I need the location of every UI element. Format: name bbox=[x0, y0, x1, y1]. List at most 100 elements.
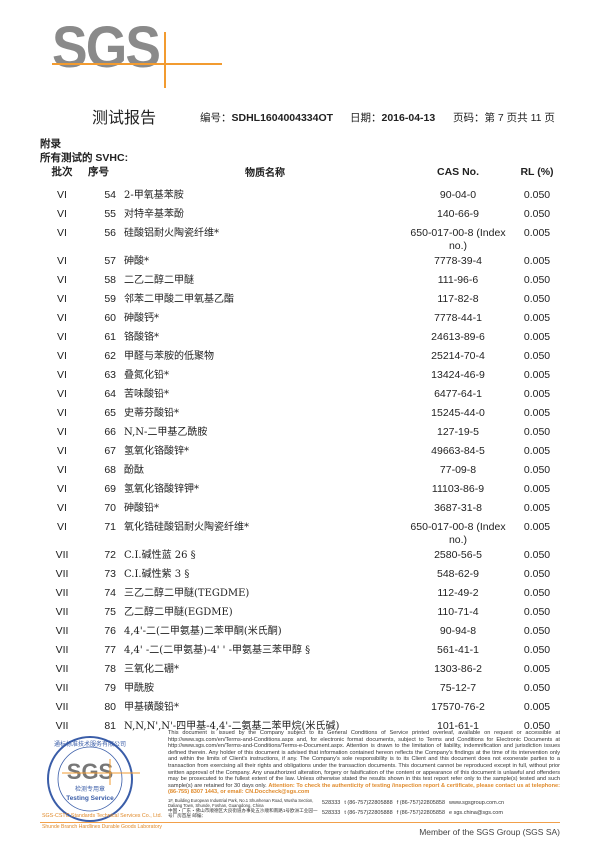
cell-rl: 0.050 bbox=[523, 682, 551, 694]
telephone: t (86-757)22805888 bbox=[344, 810, 393, 817]
cell-cas-no: 140-66-9 bbox=[436, 208, 480, 220]
cell-no: 74 bbox=[104, 587, 116, 599]
table-row: VI 64 苦味酸铅* 6477-64-1 0.005 bbox=[40, 386, 564, 405]
table-row: VI 69 氢氧化铬酸锌钾* 11103-86-9 0.005 bbox=[40, 481, 564, 500]
cell-substance-name: 二乙二醇二甲醚 bbox=[124, 275, 194, 286]
logo-accent-line bbox=[52, 63, 222, 65]
stamp-seal-en: Testing Service bbox=[66, 795, 114, 802]
table-row: VII 78 三氧化二硼* 1303-86-2 0.005 bbox=[40, 661, 564, 680]
cell-batch: VI bbox=[57, 369, 67, 381]
cell-batch: VII bbox=[55, 701, 69, 713]
cell-no: 81 bbox=[104, 720, 116, 732]
cell-rl: 0.005 bbox=[523, 312, 551, 324]
cell-rl: 0.050 bbox=[523, 208, 551, 220]
cell-batch: VI bbox=[57, 445, 67, 457]
table-row: VI 58 二乙二醇二甲醚 111-96-6 0.050 bbox=[40, 272, 564, 291]
cell-no: 56 bbox=[104, 227, 116, 239]
address-row-cn: 中国・广东・佛山市顺德区大良街道办事处五沙顺和南路1号欧洲工业园一号厂房首层 邮… bbox=[168, 808, 560, 819]
table-row: VI 61 铬酸铬* 24613-89-6 0.005 bbox=[40, 329, 564, 348]
email: e sgs.china@sgs.com bbox=[449, 810, 503, 817]
cell-no: 70 bbox=[104, 502, 116, 514]
table-row: VI 68 酚酞 77-09-8 0.050 bbox=[40, 462, 564, 481]
cell-no: 62 bbox=[104, 350, 116, 362]
table-row: VI 65 史蒂芬酸铅* 15245-44-0 0.005 bbox=[40, 405, 564, 424]
cell-cas-no: 110-71-4 bbox=[437, 606, 479, 618]
logo-accent-line bbox=[164, 32, 166, 88]
cell-substance-name: 苦味酸铅* bbox=[124, 389, 169, 400]
table-row: VI 60 砷酸钙* 7778-44-1 0.005 bbox=[40, 310, 564, 329]
table-row: VII 77 4,4' -二(二甲氨基)-4' ' -甲氨基三苯甲醇 § 561-41… bbox=[40, 642, 564, 661]
cell-rl: 0.050 bbox=[523, 350, 551, 362]
cell-rl: 0.050 bbox=[523, 720, 551, 732]
report-number-value: SDHL1604004334OT bbox=[231, 112, 334, 124]
cell-batch: VI bbox=[57, 388, 67, 400]
table-header-row: 批次 序号 物质名称 CAS No. RL (%) bbox=[40, 164, 564, 187]
footer-divider bbox=[40, 821, 560, 823]
website: www.sgsgroup.com.cn bbox=[449, 799, 505, 806]
legal-disclaimer: This document is issued by the Company s… bbox=[168, 730, 560, 796]
cell-cas-no: 25214-70-4 bbox=[431, 350, 485, 362]
cell-substance-name: 4,4'-二(二甲氨基)二苯甲酮(米氏酮) bbox=[124, 626, 282, 637]
cell-cas-no: 90-94-8 bbox=[439, 625, 477, 637]
cell-no: 77 bbox=[104, 644, 116, 656]
cell-batch: VI bbox=[57, 293, 67, 305]
cell-batch: VII bbox=[55, 568, 69, 580]
cell-substance-name: 2-甲氧基苯胺 bbox=[124, 190, 184, 201]
table-row: VII 75 乙二醇二甲醚(EGDME) 110-71-4 0.050 bbox=[40, 604, 564, 623]
postcode: 528333 bbox=[322, 799, 341, 806]
cell-no: 78 bbox=[104, 663, 116, 675]
cell-substance-name: 4,4' -二(二甲氨基)-4' ' -甲氨基三苯甲醇 § bbox=[124, 645, 311, 656]
stamp-logo: SGS bbox=[67, 759, 113, 784]
cell-substance-name: 酚酞 bbox=[124, 465, 144, 476]
date-label: 日期： bbox=[350, 112, 382, 124]
cell-rl: 0.005 bbox=[523, 445, 551, 457]
sgs-logo: SGS bbox=[52, 14, 222, 88]
cell-batch: VII bbox=[55, 606, 69, 618]
testing-service-stamp: 通标标准技术服务有限公司 SGS 检测专用章 Testing Service S… bbox=[42, 736, 162, 830]
cell-rl: 0.050 bbox=[523, 568, 551, 580]
cell-no: 73 bbox=[104, 568, 116, 580]
cell-batch: VII bbox=[55, 720, 69, 732]
cell-batch: VI bbox=[57, 483, 67, 495]
table-row: VII 73 C.I.碱性紫 3 § 548-62-9 0.050 bbox=[40, 566, 564, 585]
cell-substance-name: 砷酸铅* bbox=[124, 503, 159, 514]
cell-no: 58 bbox=[104, 274, 116, 286]
cell-substance-name: 氧化锆硅酸铝耐火陶瓷纤维* bbox=[124, 522, 249, 533]
cell-no: 66 bbox=[104, 426, 116, 438]
cell-no: 55 bbox=[104, 208, 116, 220]
report-number: 编号：SDHL1604004334OT bbox=[200, 110, 333, 125]
cell-batch: VI bbox=[57, 502, 67, 514]
cell-batch: VI bbox=[57, 521, 67, 533]
cell-batch: VI bbox=[57, 274, 67, 286]
cell-substance-name: 三氧化二硼* bbox=[124, 664, 179, 675]
cell-substance-name: N,N-二甲基乙酰胺 bbox=[124, 427, 208, 438]
table-row: VI 62 甲醛与苯胺的低聚物 25214-70-4 0.050 bbox=[40, 348, 564, 367]
cell-no: 63 bbox=[104, 369, 116, 381]
header-no: 序号 bbox=[88, 166, 109, 178]
stamp-lab-line1: SGS-CSTC Standards Technical Services Co… bbox=[42, 813, 162, 819]
cell-cas-no: 2580-56-5 bbox=[434, 549, 482, 561]
cell-cas-no: 561-41-1 bbox=[436, 644, 480, 656]
cell-cas-no: 112-49-2 bbox=[437, 587, 479, 599]
cell-cas-no: 75-12-7 bbox=[439, 682, 477, 694]
page-number: 页码：第 7 页共 11 页 bbox=[453, 110, 555, 125]
cell-substance-name: N,N,N',N'-四甲基-4,4'-二氨基二苯甲烷(米氏碱) bbox=[124, 721, 340, 732]
postcode: 528333 bbox=[322, 810, 341, 817]
cell-cas-no: 17570-76-2 bbox=[431, 701, 485, 713]
cell-substance-name: 甲醛与苯胺的低聚物 bbox=[124, 351, 214, 362]
cell-rl: 0.050 bbox=[523, 549, 551, 561]
cell-substance-name: 硅酸铝耐火陶瓷纤维* bbox=[124, 228, 219, 239]
cell-batch: VII bbox=[55, 549, 69, 561]
telephone: t (86-757)22805888 bbox=[344, 799, 393, 806]
stamp-ring-text: 通标标准技术服务有限公司 bbox=[54, 740, 126, 748]
cell-cas-no: 650-017-00-8 (Index no.) bbox=[410, 521, 506, 546]
cell-batch: VI bbox=[57, 407, 67, 419]
table-row: VI 66 N,N-二甲基乙酰胺 127-19-5 0.050 bbox=[40, 424, 564, 443]
table-row: VI 71 氧化锆硅酸铝耐火陶瓷纤维* 650-017-00-8 (Index no.… bbox=[40, 519, 564, 547]
cell-batch: VI bbox=[57, 208, 67, 220]
cell-cas-no: 7778-44-1 bbox=[434, 312, 482, 324]
cell-cas-no: 111-96-6 bbox=[437, 274, 479, 286]
cell-batch: VII bbox=[55, 663, 69, 675]
stamp-seal-cn: 检测专用章 bbox=[75, 785, 105, 793]
page-value: 第 7 页共 11 页 bbox=[484, 112, 555, 124]
